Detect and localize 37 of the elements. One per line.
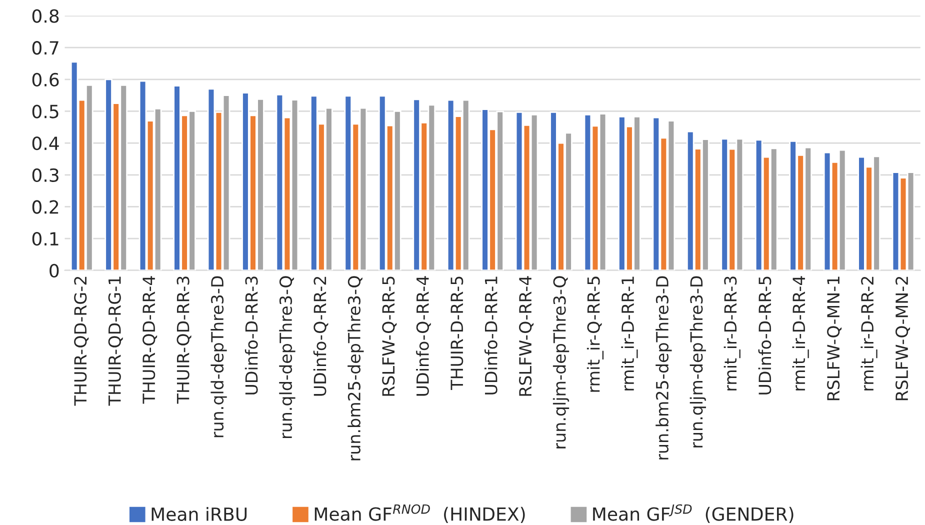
y-tick-label: 0.4 xyxy=(32,136,59,150)
x-tick-label: UDinfo-Q-RR-4 xyxy=(416,276,431,396)
x-tick-label: RSLFW-Q-RR-4 xyxy=(519,276,534,396)
x-tick-label: THUIR-QD-RR-4 xyxy=(142,276,158,404)
x-tick-label: UDinfo-Q-RR-2 xyxy=(313,276,328,396)
x-tick-label: UDinfo-D-RR-5 xyxy=(758,276,772,394)
y-tick-label: 0.6 xyxy=(32,72,59,87)
x-tick-label: RSLFW-Q-RR-5 xyxy=(382,276,397,396)
x-tick-label: THUIR-QD-RG-1 xyxy=(108,276,123,406)
x-tick-label: RSLFW-Q-MN-2 xyxy=(895,276,910,400)
x-tick-label: THUIR-QD-RG-2 xyxy=(74,276,89,406)
y-tick-label: 0.5 xyxy=(32,104,58,118)
y-tick-label: 0.2 xyxy=(32,200,58,214)
legend-label: Mean iRBU xyxy=(152,507,247,521)
x-tick-label: run.qljm-depThre3-D xyxy=(690,276,706,448)
x-tick-label: run.qld-depThre3-D xyxy=(210,276,227,438)
x-tick-label: rmit_ir-D-RR-3 xyxy=(724,276,740,390)
legend-label: Mean GF$^{RNOD}$ (HINDEX) xyxy=(314,504,525,523)
x-tick-label: rmit_ir-D-RR-2 xyxy=(860,276,878,390)
x-tick-label: THUIR-D-RR-5 xyxy=(450,276,464,390)
legend-label: Mean GF$^{JSD}$ (GENDER) xyxy=(593,504,794,523)
y-tick-label: 0.1 xyxy=(32,232,58,246)
x-tick-label: run.bm25-depThre3-Q xyxy=(348,276,364,460)
x-tick-label: UDinfo-D-RR-1 xyxy=(484,276,498,394)
y-tick-label: 0.3 xyxy=(32,168,58,182)
x-tick-label: rmit_ir-D-RR-1 xyxy=(621,276,638,390)
x-tick-label: rmit_ir-D-RR-4 xyxy=(792,276,809,390)
y-tick-label: 0.8 xyxy=(32,9,59,23)
y-tick-label: 0 xyxy=(50,264,59,278)
x-tick-label: run.qljm-depThre3-Q xyxy=(552,276,570,448)
x-tick-label: run.qld-depThre3-Q xyxy=(279,276,296,438)
y-tick-label: 0.7 xyxy=(32,41,58,55)
x-tick-label: THUIR-QD-RR-3 xyxy=(176,276,192,404)
x-tick-label: UDinfo-D-RR-3 xyxy=(244,276,258,394)
x-tick-label: RSLFW-Q-MN-1 xyxy=(827,276,842,400)
x-tick-label: run.bm25-depThre3-D xyxy=(656,276,672,460)
x-tick-label: rmit_ir-Q-RR-5 xyxy=(586,276,604,392)
